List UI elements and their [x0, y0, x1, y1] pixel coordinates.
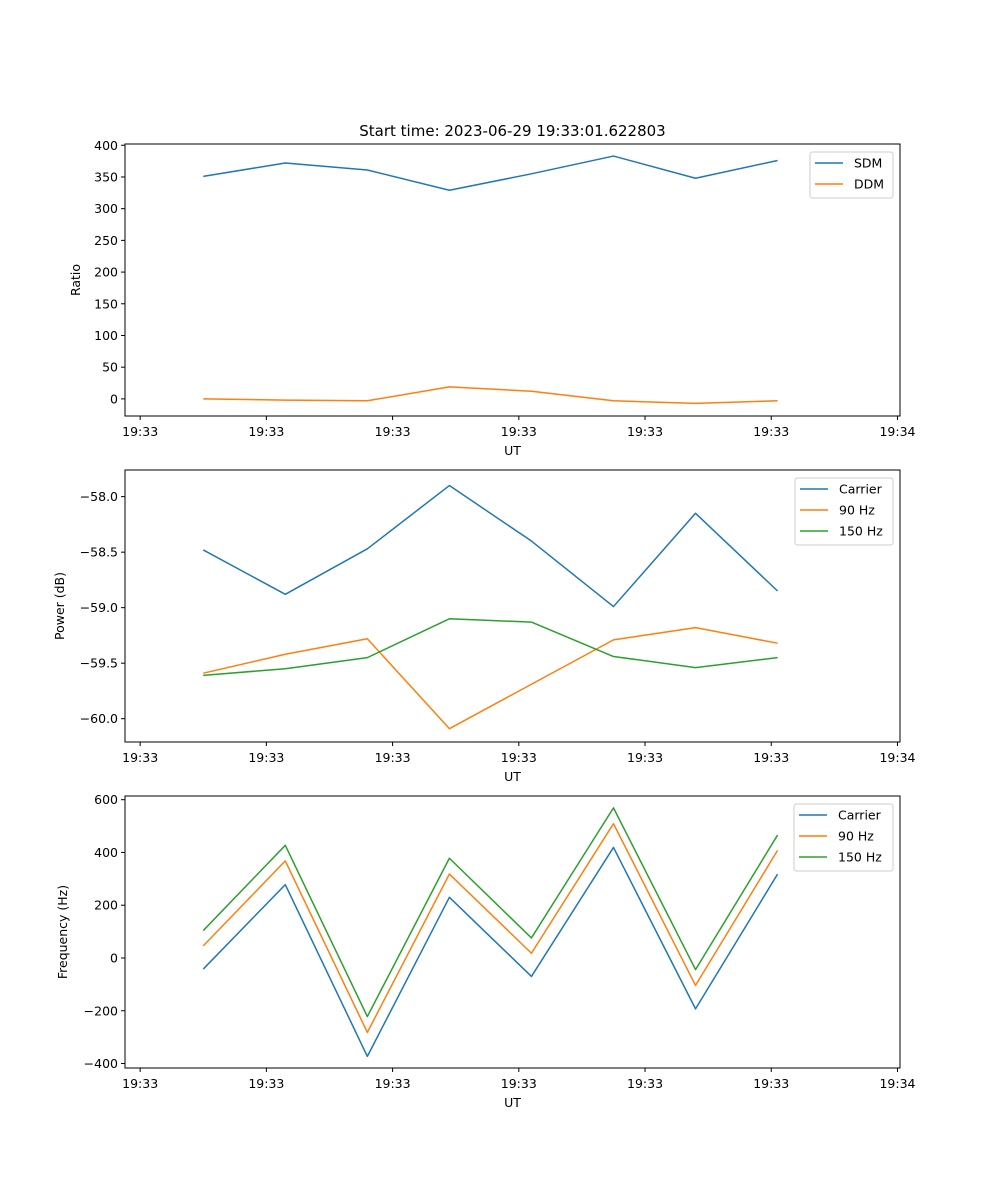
y-tick-label: 0 [110, 391, 118, 406]
x-tick-label: 19:33 [501, 750, 537, 765]
series-line-150-hz [203, 618, 778, 677]
x-tick-label: 19:33 [753, 1076, 789, 1091]
legend: Carrier 90 Hz 150 Hz [794, 477, 894, 546]
legend: SDM DDM [809, 151, 894, 199]
y-tick-label: 300 [94, 201, 118, 216]
x-tick-label: 19:33 [122, 1076, 158, 1091]
series-line-90-hz [203, 626, 778, 730]
legend-box [793, 803, 894, 872]
y-tick-label: −58.5 [80, 545, 118, 560]
y-tick-label: −400 [84, 1056, 118, 1071]
legend-label: 150 Hz [838, 850, 882, 865]
x-tick-label: 19:33 [248, 750, 284, 765]
y-tick-label: −200 [84, 1003, 118, 1018]
y-axis-label: Frequency (Hz) [55, 885, 70, 979]
x-axis-label: UT [504, 443, 521, 458]
x-tick-label: 19:34 [879, 1076, 915, 1091]
panel-2: 19:33 19:33 19:33 19:33 19:33 19:33 19:34 −60.0… [52, 469, 916, 784]
x-axis-label: UT [504, 1095, 521, 1110]
x-tick-label: 19:34 [879, 750, 915, 765]
x-tick-label: 19:33 [627, 750, 663, 765]
legend-label: 90 Hz [839, 503, 875, 518]
x-tick-label: 19:33 [753, 424, 789, 439]
x-tick-label: 19:34 [879, 424, 915, 439]
y-tick-label: −59.0 [80, 600, 118, 615]
axes-frame [124, 795, 901, 1069]
series-line-150-hz [202, 807, 779, 1018]
series-line-ddm [203, 386, 778, 405]
legend-label: Carrier [839, 482, 883, 497]
y-axis-label: Ratio [68, 264, 83, 296]
legend-box [794, 477, 894, 546]
y-tick-label: 150 [94, 296, 118, 311]
y-tick-label: 600 [94, 792, 118, 807]
series-line-90-hz [202, 822, 779, 1034]
y-tick-label: 200 [94, 265, 118, 280]
y-tick-label: 250 [94, 233, 118, 248]
axes-frame [124, 143, 901, 417]
x-tick-label: 19:33 [248, 1076, 284, 1091]
x-tick-label: 19:33 [627, 424, 663, 439]
legend-label: Carrier [838, 808, 882, 823]
x-tick-label: 19:33 [375, 1076, 411, 1091]
legend: Carrier 90 Hz 150 Hz [793, 803, 894, 872]
series-line-sdm [203, 155, 778, 192]
panel-3: 19:33 19:33 19:33 19:33 19:33 19:33 19:34 −400 −… [55, 792, 916, 1110]
x-tick-label: 19:33 [501, 424, 537, 439]
y-tick-label: 200 [94, 898, 118, 913]
y-tick-label: −58.0 [80, 489, 118, 504]
y-tick-label: −59.5 [80, 656, 118, 671]
y-tick-label: −60.0 [80, 711, 118, 726]
x-tick-label: 19:33 [375, 424, 411, 439]
x-tick-label: 19:33 [122, 424, 158, 439]
y-axis-label: Power (dB) [52, 572, 67, 640]
x-tick-label: 19:33 [375, 750, 411, 765]
panels: 19:33 19:33 19:33 19:33 19:33 19:33 19:34 0 50 10… [52, 138, 916, 1110]
x-tick-label: 19:33 [627, 1076, 663, 1091]
legend-label: SDM [854, 156, 882, 171]
y-tick-label: 400 [94, 845, 118, 860]
series-line-carrier [202, 484, 779, 608]
figure-title: Start time: 2023-06-29 19:33:01.622803 [359, 122, 665, 140]
x-tick-label: 19:33 [753, 750, 789, 765]
axes-frame [124, 469, 901, 743]
y-tick-label: 0 [110, 950, 118, 965]
series-line-carrier [202, 846, 779, 1058]
y-tick-label: 400 [94, 138, 118, 153]
y-tick-label: 100 [94, 328, 118, 343]
legend-label: DDM [854, 177, 884, 192]
x-tick-label: 19:33 [501, 1076, 537, 1091]
x-tick-label: 19:33 [122, 750, 158, 765]
legend-label: 90 Hz [838, 829, 874, 844]
x-axis-label: UT [504, 769, 521, 784]
y-tick-label: 350 [94, 169, 118, 184]
x-tick-label: 19:33 [248, 424, 284, 439]
y-tick-label: 50 [102, 360, 118, 375]
panel-1: 19:33 19:33 19:33 19:33 19:33 19:33 19:34 0 50 10… [68, 138, 916, 458]
legend-label: 150 Hz [839, 524, 883, 539]
